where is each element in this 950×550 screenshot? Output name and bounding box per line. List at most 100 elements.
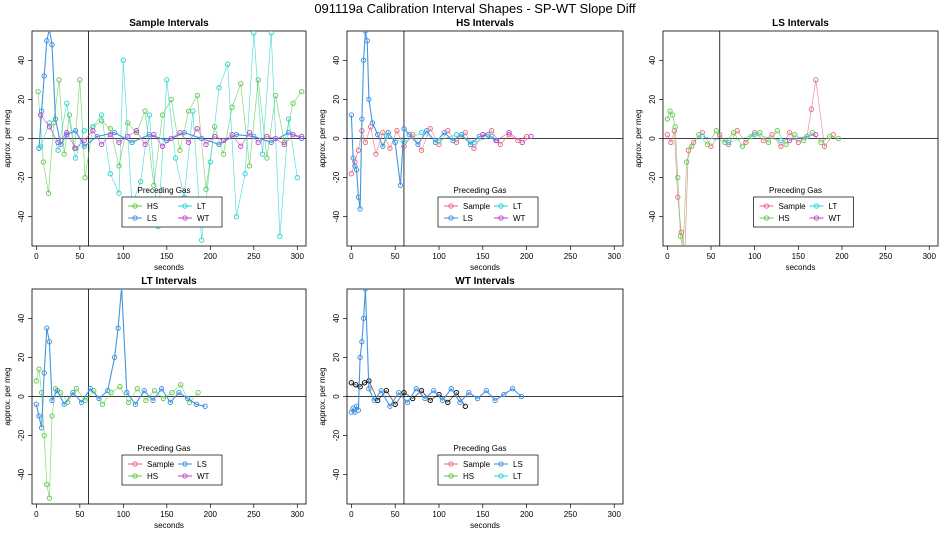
data-point-LT bbox=[725, 139, 732, 146]
data-point-LS bbox=[415, 141, 421, 148]
data-point-Sample bbox=[675, 194, 681, 200]
x-tick-label: 150 bbox=[476, 252, 490, 261]
series-line-WT bbox=[789, 134, 816, 141]
data-point-WT bbox=[177, 129, 183, 136]
legend-swatch-point bbox=[498, 215, 504, 221]
y-tick-label: -40 bbox=[17, 210, 26, 222]
legend-box bbox=[121, 454, 223, 486]
data-point-HS bbox=[792, 131, 798, 138]
x-tick-label: 300 bbox=[291, 510, 305, 519]
x-tick-label: 100 bbox=[432, 510, 446, 519]
data-point-LS bbox=[185, 395, 191, 402]
data-point-WT bbox=[133, 128, 140, 134]
legend-swatch-point bbox=[498, 461, 504, 467]
legend-entry: LT bbox=[197, 202, 206, 211]
data-point-HS bbox=[675, 174, 681, 181]
data-point-LT bbox=[164, 77, 170, 83]
y-tick-label: 0 bbox=[332, 394, 341, 399]
data-point-Sample bbox=[760, 137, 767, 144]
data-point-LS bbox=[176, 389, 182, 396]
data-point-HS bbox=[195, 389, 201, 396]
data-point-WT bbox=[272, 135, 279, 142]
panel-2: LS Intervals 0 50 100 150 200 250 300 -40 -20 0 20 4… bbox=[634, 18, 939, 272]
data-point-WT bbox=[255, 139, 261, 146]
y-tick-label: -40 bbox=[332, 210, 341, 222]
data-point-Other bbox=[445, 399, 451, 406]
data-point-HS bbox=[238, 81, 244, 87]
data-point-LS bbox=[124, 389, 130, 396]
data-point-LS bbox=[378, 387, 384, 394]
data-point-HS bbox=[246, 163, 253, 169]
data-point-WT bbox=[281, 141, 287, 148]
y-tick-label: 0 bbox=[648, 136, 657, 141]
data-point-LT bbox=[190, 108, 196, 114]
x-axis-label: seconds bbox=[154, 521, 184, 530]
data-point-LT bbox=[233, 214, 240, 220]
data-point-LS bbox=[492, 397, 498, 404]
data-point-Other bbox=[348, 380, 355, 386]
series-line-LS bbox=[350, 31, 498, 209]
data-point-WT bbox=[159, 143, 166, 149]
data-point-LS bbox=[115, 325, 121, 331]
data-point-LS bbox=[268, 139, 274, 146]
data-point-LS bbox=[404, 399, 411, 406]
y-tick-label: -40 bbox=[648, 210, 657, 222]
data-point-LS bbox=[359, 339, 365, 345]
legend-title: Preceding Gas bbox=[138, 186, 191, 195]
data-point-WT bbox=[46, 124, 53, 130]
legend-swatch-point bbox=[132, 215, 138, 221]
series-line-HS bbox=[35, 369, 199, 499]
data-point-HS bbox=[220, 151, 227, 157]
x-tick-label: 250 bbox=[564, 510, 578, 519]
data-point-LS bbox=[96, 395, 102, 402]
data-point-LS bbox=[350, 155, 356, 161]
data-point-HS bbox=[731, 129, 737, 136]
data-point-LS bbox=[49, 42, 55, 48]
data-point-LS bbox=[360, 315, 367, 321]
x-tick-label: 250 bbox=[247, 252, 261, 261]
x-tick-label: 100 bbox=[117, 252, 131, 261]
legend-entry: WT bbox=[513, 214, 526, 223]
legend-title: Preceding Gas bbox=[138, 444, 191, 453]
series-line-Sample bbox=[351, 125, 527, 174]
y-axis-label: approx. per meg bbox=[318, 109, 327, 167]
panel-title: WT Intervals bbox=[455, 276, 515, 287]
data-point-WT bbox=[185, 139, 192, 146]
data-point-LS bbox=[202, 403, 208, 409]
x-tick-label: 150 bbox=[160, 510, 174, 519]
data-point-LS bbox=[357, 354, 363, 361]
data-point-HS bbox=[681, 250, 685, 254]
data-point-Sample bbox=[471, 145, 477, 151]
y-tick-label: -20 bbox=[17, 171, 26, 183]
data-point-WT bbox=[194, 126, 200, 132]
data-point-LS bbox=[348, 112, 355, 118]
data-point-Other bbox=[462, 403, 468, 409]
data-point-WT bbox=[813, 131, 819, 138]
data-point-Sample bbox=[387, 145, 393, 151]
data-point-LS bbox=[105, 387, 111, 394]
data-point-HS bbox=[82, 174, 88, 181]
data-point-WT bbox=[168, 135, 174, 142]
data-point-LS bbox=[119, 289, 124, 290]
legend-entry: HS bbox=[147, 472, 158, 481]
legend-swatch-point bbox=[498, 203, 504, 209]
data-point-LT bbox=[146, 112, 153, 118]
data-point-HS bbox=[125, 399, 132, 406]
data-point-HS bbox=[40, 159, 46, 165]
data-point-LT bbox=[436, 137, 442, 144]
data-point-WT bbox=[151, 131, 157, 138]
legend-swatch-point bbox=[132, 473, 138, 479]
data-point-HS bbox=[99, 401, 106, 407]
data-point-LT bbox=[64, 100, 70, 106]
data-point-LT bbox=[98, 112, 105, 118]
data-point-LS bbox=[46, 339, 53, 345]
data-point-LT bbox=[471, 139, 477, 146]
x-tick-label: 300 bbox=[923, 252, 937, 261]
data-point-HS bbox=[818, 139, 824, 146]
data-point-LS bbox=[369, 120, 376, 126]
panel-4: WT Intervals 0 50 100 150 200 250 300 -40 -20 0 20 4… bbox=[318, 276, 624, 530]
x-axis-label: seconds bbox=[154, 263, 184, 272]
data-point-HS bbox=[45, 190, 52, 196]
series-group bbox=[35, 31, 305, 243]
